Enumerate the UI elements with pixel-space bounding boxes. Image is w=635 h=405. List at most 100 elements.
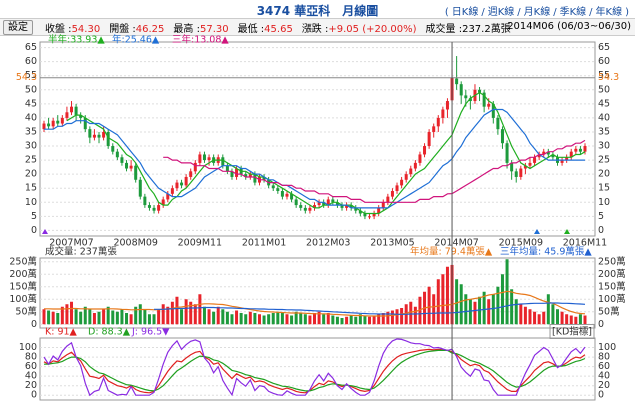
- nav-link[interactable]: 週K線: [487, 7, 515, 18]
- candle-body: [115, 151, 119, 158]
- candle-body: [345, 205, 349, 208]
- candle-body: [331, 199, 335, 203]
- y-tick-label: 5: [31, 211, 37, 222]
- y-tick-label-right: 15: [598, 183, 610, 194]
- nav-link[interactable]: 日K線: [451, 7, 479, 18]
- candle-body: [152, 207, 156, 211]
- candle-body: [390, 191, 394, 197]
- volume-bar: [468, 299, 472, 325]
- candle-body: [510, 162, 514, 172]
- nav-separator: /: [481, 7, 485, 18]
- page-title: 3474 華亞科 月線圖: [256, 4, 379, 18]
- volume-bar: [65, 304, 69, 325]
- y-tick-label-right: 80: [598, 352, 610, 363]
- y-tick-label: 45: [25, 98, 37, 109]
- candle-body: [230, 171, 234, 177]
- volume-bar: [294, 311, 298, 325]
- candle-body: [482, 92, 486, 107]
- candle-body: [143, 196, 147, 206]
- candle-body: [294, 199, 298, 206]
- volume-bar: [51, 311, 55, 325]
- period-marker: [42, 229, 48, 234]
- candle-body: [253, 174, 257, 183]
- candle-body: [166, 193, 170, 200]
- volume-bar: [184, 299, 188, 325]
- candle-body: [500, 129, 504, 144]
- candle-body: [276, 188, 280, 192]
- candle-body: [285, 193, 289, 197]
- volume-bar: [313, 313, 316, 325]
- volume-bar: [147, 314, 151, 325]
- volume-bar: [372, 315, 376, 325]
- volume-bar: [358, 314, 362, 325]
- volume-bar: [157, 309, 161, 325]
- candle-body: [533, 157, 537, 163]
- candle-body: [546, 151, 550, 155]
- candle-body: [262, 176, 266, 180]
- candle-body: [468, 98, 472, 102]
- volume-bar: [180, 309, 184, 325]
- y-tick-label-right: 50萬: [598, 305, 620, 317]
- volume-bar: [198, 294, 202, 325]
- info-value: 46.25: [135, 24, 165, 35]
- volume-bar: [120, 309, 124, 325]
- y-tick-label-right: 25: [598, 155, 610, 166]
- volume-bar: [363, 315, 367, 325]
- candle-body: [111, 146, 115, 152]
- y-tick-label: 25: [25, 155, 37, 166]
- legend-entry: 年均量: 79.4萬張▲: [410, 246, 493, 258]
- volume-bar: [533, 311, 537, 325]
- candle-body: [340, 205, 344, 208]
- nav-link[interactable]: 月K線: [523, 7, 551, 18]
- legend-entry: 三年均量: 45.9萬張▲: [500, 246, 592, 258]
- candle-body: [102, 131, 106, 138]
- candle-body: [349, 205, 353, 208]
- y-tick-label: 100萬: [9, 293, 37, 305]
- volume-bar: [244, 314, 248, 325]
- volume-bar: [368, 316, 372, 325]
- candle-body: [193, 162, 197, 172]
- candle-body: [505, 143, 509, 163]
- y-tick-label-right: 45: [598, 98, 610, 109]
- volume-bar: [441, 274, 445, 325]
- volume-bar: [473, 301, 477, 325]
- y-tick-label-right: 40: [598, 371, 610, 382]
- volume-bar: [482, 291, 486, 325]
- nav-link[interactable]: 年K線: [595, 7, 623, 18]
- nav-link[interactable]: 季K線: [559, 7, 587, 18]
- nav-bracket: (: [444, 7, 449, 18]
- plot-area: [42, 259, 587, 325]
- candle-body: [106, 131, 110, 147]
- volume-bar: [152, 314, 156, 325]
- volume-bar: [322, 314, 326, 325]
- volume-bar: [390, 310, 394, 325]
- candle-body: [496, 117, 500, 130]
- series-line: [163, 139, 586, 203]
- settings-button[interactable]: 設定: [3, 20, 33, 35]
- info-label: 最高 :: [173, 24, 200, 35]
- volume-bar: [349, 315, 353, 325]
- candle-body: [381, 202, 385, 208]
- y-tick-label-right: 55: [598, 70, 610, 81]
- x-tick-label: 2008M09: [113, 238, 157, 249]
- nav-separator: /: [517, 7, 521, 18]
- candle-body: [441, 109, 445, 118]
- y-tick-label: 80: [25, 352, 37, 363]
- volume-bar: [464, 294, 468, 325]
- legend-entry: 半年:33.93▲: [48, 34, 105, 46]
- volume-bar: [308, 315, 312, 325]
- y-tick-label: 15: [25, 183, 37, 194]
- volume-bar: [331, 315, 335, 325]
- info-value: 54.30: [71, 24, 101, 35]
- volume-bar: [88, 309, 92, 325]
- volume-bar: [487, 299, 491, 325]
- volume-bar: [138, 304, 142, 325]
- y-tick-label-right: 30: [598, 141, 610, 152]
- volume-bar: [161, 304, 165, 325]
- volume-bar: [271, 313, 275, 325]
- volume-bar: [455, 279, 459, 325]
- candle-body: [372, 213, 376, 217]
- candle-body: [583, 146, 587, 152]
